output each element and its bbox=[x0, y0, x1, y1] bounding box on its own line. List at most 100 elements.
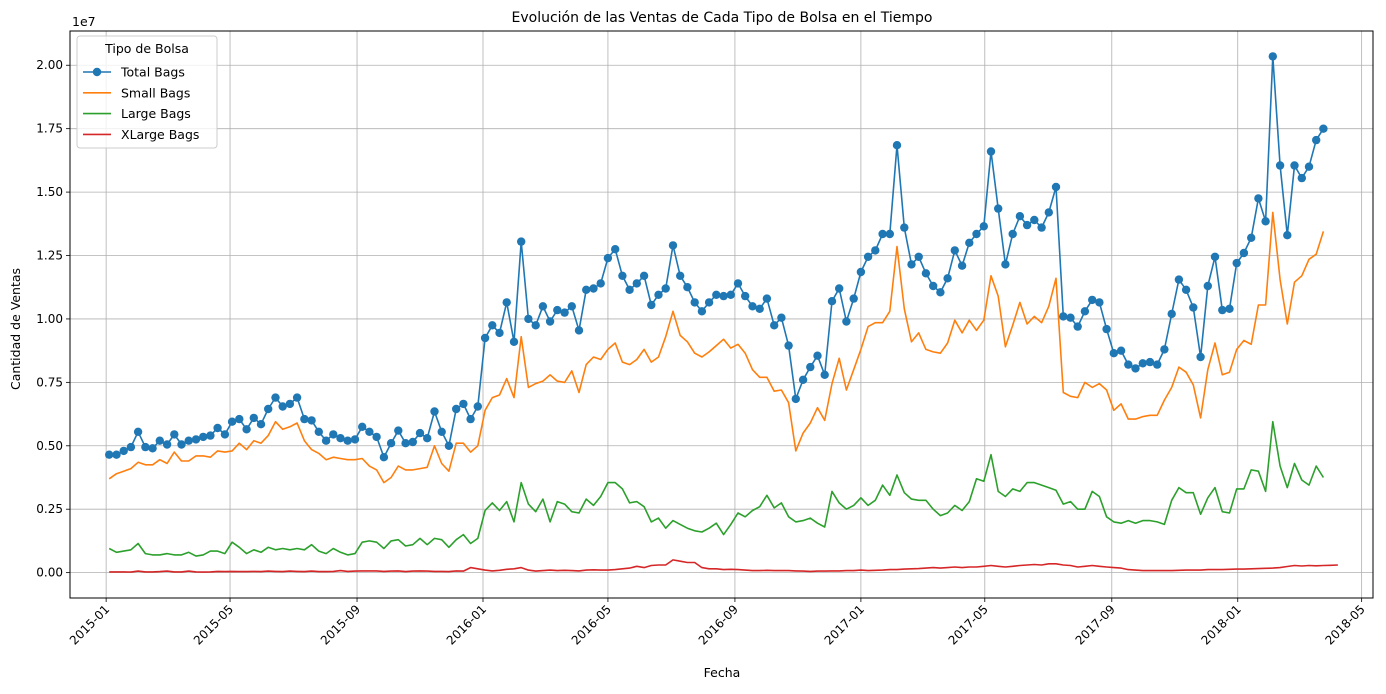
total-bags-point bbox=[278, 402, 287, 411]
y-axis-label: Cantidad de Ventas bbox=[8, 268, 23, 390]
total-bags-point bbox=[372, 432, 381, 442]
total-bags-point bbox=[907, 260, 916, 269]
total-bags-point bbox=[177, 440, 186, 449]
total-bags-point bbox=[639, 271, 649, 280]
total-bags-point bbox=[394, 426, 403, 435]
total-bags-point bbox=[314, 427, 323, 436]
total-bags-point bbox=[538, 302, 548, 311]
chart-title: Evolución de las Ventas de Cada Tipo de … bbox=[512, 10, 933, 26]
total-bags-point bbox=[1181, 285, 1191, 294]
total-bags-point bbox=[661, 284, 670, 293]
total-bags-point bbox=[683, 283, 692, 292]
total-bags-point bbox=[994, 204, 1003, 213]
total-bags-point bbox=[950, 246, 959, 255]
total-bags-point bbox=[292, 393, 302, 402]
total-bags-point bbox=[827, 297, 837, 306]
total-bags-point bbox=[603, 253, 613, 263]
total-bags-point bbox=[227, 417, 237, 426]
total-bags-point bbox=[336, 434, 345, 443]
total-bags-point bbox=[849, 294, 858, 303]
total-bags-point bbox=[1030, 215, 1039, 225]
total-bags-point bbox=[408, 437, 417, 447]
total-bags-point bbox=[914, 252, 923, 261]
total-bags-point bbox=[957, 261, 967, 270]
total-bags-point bbox=[1044, 208, 1054, 217]
total-bags-point bbox=[690, 298, 699, 307]
x-tick-label: 2016-01 bbox=[444, 602, 489, 647]
total-bags-point bbox=[582, 285, 591, 294]
total-bags-point bbox=[878, 229, 887, 239]
x-axis-label: Fecha bbox=[704, 665, 741, 680]
total-bags-point bbox=[784, 341, 793, 350]
total-bags-point bbox=[871, 246, 880, 255]
total-bags-point bbox=[1109, 349, 1119, 358]
total-bags-point bbox=[863, 252, 873, 261]
total-bags-point bbox=[611, 245, 620, 254]
total-bags-point bbox=[704, 298, 714, 307]
y-tick-label: 2.00 bbox=[36, 58, 63, 72]
y-axis-ticks: 0.00 0.25 0.50 0.75 1.00 1.25 1.50 1.75 2.00 bbox=[36, 58, 70, 580]
total-bags-point bbox=[791, 394, 800, 404]
total-bags-point bbox=[712, 290, 721, 299]
total-bags-point bbox=[741, 291, 750, 301]
total-bags-point bbox=[929, 281, 938, 291]
total-bags-point bbox=[900, 223, 909, 232]
total-bags-point bbox=[654, 290, 663, 299]
total-bags-point bbox=[329, 430, 338, 439]
legend-marker-total-bags bbox=[92, 67, 102, 77]
total-bags-point bbox=[170, 430, 179, 439]
y-tick-label: 0.00 bbox=[36, 566, 63, 580]
legend-label-total-bags: Total Bags bbox=[120, 65, 185, 80]
total-bags-point bbox=[1037, 223, 1046, 232]
total-bags-point bbox=[488, 321, 497, 330]
total-bags-point bbox=[979, 222, 988, 231]
legend-box bbox=[76, 35, 218, 149]
total-bags-point bbox=[885, 229, 894, 239]
total-bags-point bbox=[632, 279, 641, 288]
total-bags-point bbox=[1312, 135, 1321, 145]
total-bags-point bbox=[256, 420, 266, 429]
total-bags-point bbox=[307, 416, 316, 425]
total-bags-point bbox=[842, 317, 851, 326]
total-bags-point bbox=[1283, 231, 1292, 240]
x-tick-label: 2017-09 bbox=[1073, 602, 1118, 647]
total-bags-point bbox=[184, 436, 193, 445]
total-bags-point bbox=[748, 302, 757, 311]
total-bags-point bbox=[560, 308, 569, 317]
total-bags-point bbox=[1268, 52, 1278, 61]
total-bags-point bbox=[1022, 220, 1032, 230]
total-bags-point bbox=[1174, 275, 1184, 284]
y-tick-label: 1.50 bbox=[36, 185, 63, 199]
total-bags-point bbox=[162, 440, 172, 449]
total-bags-point bbox=[1189, 303, 1198, 312]
total-bags-point bbox=[1304, 162, 1314, 171]
total-bags-point bbox=[444, 441, 454, 450]
total-bags-point bbox=[148, 444, 157, 453]
total-bags-point bbox=[321, 436, 331, 445]
total-bags-point bbox=[264, 404, 273, 414]
total-bags-point bbox=[1066, 313, 1075, 322]
x-tick-label: 2018-05 bbox=[1322, 602, 1367, 647]
total-bags-point bbox=[1290, 161, 1299, 170]
total-bags-point bbox=[133, 427, 143, 436]
total-bags-point bbox=[386, 439, 396, 448]
total-bags-point bbox=[596, 279, 605, 288]
total-bags-point bbox=[1275, 161, 1285, 170]
small-bags-line bbox=[108, 211, 1325, 484]
legend-label-small-bags: Small Bags bbox=[121, 85, 190, 100]
total-bags-point bbox=[126, 442, 136, 452]
total-bags-point bbox=[1138, 359, 1148, 368]
total-bags-point bbox=[249, 413, 258, 423]
total-bags-point bbox=[1124, 360, 1133, 369]
total-bags-line bbox=[109, 55, 1325, 458]
total-bags-point bbox=[618, 271, 627, 280]
y-tick-label: 0.75 bbox=[36, 375, 63, 389]
total-bags-point bbox=[589, 284, 598, 293]
total-bags-point bbox=[141, 442, 150, 452]
total-bags-point bbox=[1232, 258, 1241, 268]
y-tick-label: 1.75 bbox=[36, 122, 63, 136]
total-bags-point bbox=[1319, 124, 1328, 133]
total-bags-point bbox=[343, 436, 352, 445]
